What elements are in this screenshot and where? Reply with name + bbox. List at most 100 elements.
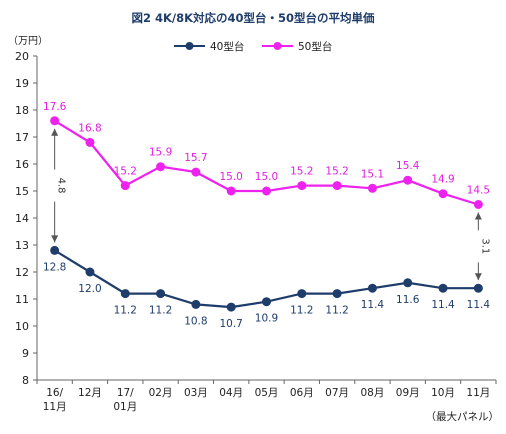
chart-title: 図2 4K/8K対応の40型台・50型台の平均単価 — [131, 11, 375, 25]
x-tick-label-line: 03月 — [184, 387, 208, 399]
legend-label-40: 40型台 — [210, 40, 244, 53]
x-tick-label-line: 02月 — [149, 387, 173, 399]
y-tick-label: 17 — [15, 131, 29, 144]
data-label: 11.4 — [361, 299, 385, 311]
y-unit-label: （万円） — [8, 35, 48, 47]
legend-marker-50 — [273, 42, 282, 50]
x-tick-label: 04月 — [219, 387, 243, 399]
y-tick-label: 10 — [15, 320, 29, 333]
data-point — [85, 137, 95, 147]
gap-start-label: 4.8 — [56, 178, 67, 194]
data-point — [403, 278, 413, 288]
data-label: 12.8 — [43, 261, 66, 273]
x-tick-label: 03月 — [184, 387, 208, 399]
x-tick-label-line: 17/ — [117, 387, 134, 399]
gap-start-arrowhead-up — [51, 128, 59, 136]
x-tick-label-line: 08月 — [360, 387, 384, 399]
data-label: 15.4 — [396, 160, 420, 172]
data-label: 15.2 — [290, 166, 313, 178]
x-tick-label-line: 16/ — [46, 387, 63, 399]
data-point — [120, 181, 130, 191]
data-point — [156, 162, 166, 172]
data-label: 11.2 — [114, 305, 137, 317]
x-tick-label: 16/11月 — [43, 387, 67, 413]
gap-end-label: 3.1 — [479, 238, 490, 254]
data-label: 15.2 — [325, 166, 348, 178]
data-label: 15.0 — [219, 171, 242, 183]
data-point — [438, 283, 448, 293]
data-point — [262, 297, 271, 307]
data-point — [156, 289, 166, 299]
data-point — [438, 189, 448, 199]
data-label: 16.8 — [78, 122, 101, 134]
data-point — [262, 186, 271, 196]
data-label: 10.7 — [219, 318, 242, 330]
data-point — [85, 267, 95, 277]
y-tick-label: 8 — [22, 374, 29, 387]
data-label: 14.5 — [467, 185, 490, 197]
data-point — [50, 245, 60, 255]
data-point — [332, 289, 342, 299]
data-label: 14.9 — [431, 174, 454, 186]
data-label: 17.6 — [43, 101, 67, 113]
data-point — [191, 167, 201, 177]
data-point — [332, 181, 342, 191]
data-point — [367, 283, 377, 293]
y-tick-label: 14 — [15, 212, 29, 225]
data-point — [120, 289, 130, 299]
data-label: 11.2 — [149, 305, 172, 317]
x-tick-label: 17/01月 — [113, 387, 137, 413]
y-tick-label: 16 — [15, 158, 29, 171]
x-tick-label: 05月 — [255, 387, 279, 399]
x-tick-label: 10月 — [431, 387, 455, 399]
x-tick-label-line: 11月 — [43, 401, 67, 413]
x-tick-label: 09月 — [396, 387, 420, 399]
x-tick-label: 11月 — [466, 387, 490, 399]
y-tick-label: 13 — [15, 239, 29, 252]
x-tick-label-line: 01月 — [113, 401, 137, 413]
x-tick-label-line: 05月 — [255, 387, 279, 399]
data-point — [473, 283, 483, 293]
x-tick-label-line: 12月 — [78, 387, 102, 399]
data-label: 11.2 — [290, 305, 313, 317]
data-label: 15.1 — [361, 168, 384, 180]
data-label: 10.9 — [255, 313, 278, 325]
panel-note: （最大パネル） — [426, 410, 500, 423]
y-tick-label: 20 — [15, 50, 29, 63]
legend-label-50: 50型台 — [298, 40, 332, 53]
data-point — [50, 116, 60, 126]
y-tick-label: 11 — [15, 293, 29, 306]
data-point — [367, 183, 377, 193]
y-tick-label: 9 — [22, 347, 29, 360]
data-label: 10.8 — [184, 315, 207, 327]
data-point — [403, 175, 413, 185]
x-tick-label: 07月 — [325, 387, 349, 399]
data-point — [191, 299, 201, 309]
x-tick-label-line: 04月 — [219, 387, 243, 399]
data-point — [226, 186, 236, 196]
data-label: 15.9 — [149, 147, 172, 159]
data-label: 11.4 — [431, 299, 455, 311]
legend: 40型台 50型台 — [174, 40, 332, 53]
gap-start-arrowhead-down — [51, 235, 59, 243]
x-tick-label-line: 07月 — [325, 387, 349, 399]
data-label: 11.2 — [325, 305, 348, 317]
gap-end-arrowhead-down — [474, 273, 482, 281]
gap-end-arrowhead-up — [474, 212, 482, 220]
x-tick-label-line: 06月 — [290, 387, 314, 399]
x-tick-label: 08月 — [360, 387, 384, 399]
data-label: 11.4 — [467, 299, 491, 311]
data-label: 15.7 — [184, 152, 207, 164]
x-tick-label-line: 11月 — [466, 387, 490, 399]
series-40: 12.8 12.0 11.2 11.2 10.8 10.7 10.9 11.2 11.2 11.4… — [43, 245, 491, 330]
x-tick-label: 06月 — [290, 387, 314, 399]
x-tick-label-line: 10月 — [431, 387, 455, 399]
data-point — [473, 200, 483, 209]
data-point — [226, 302, 236, 312]
x-tick-label: 02月 — [149, 387, 173, 399]
y-tick-label: 12 — [15, 266, 29, 279]
data-point — [297, 181, 307, 191]
x-tick-label: 12月 — [78, 387, 102, 399]
